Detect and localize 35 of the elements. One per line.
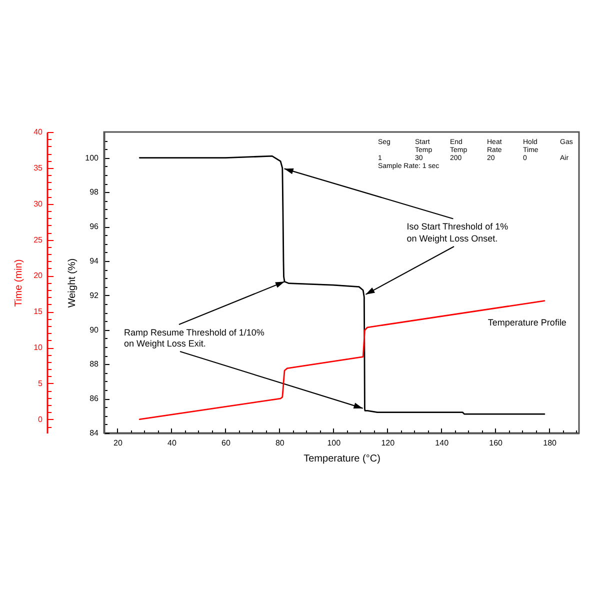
y2-tick-label: 10 — [34, 343, 44, 352]
x-axis-title: Temperature (°C) — [304, 454, 380, 464]
x-tick-label: 160 — [489, 438, 504, 448]
y-tick-label: 90 — [90, 325, 100, 334]
annotation: Iso Start Threshold of 1% — [406, 222, 508, 232]
y-axis-title: Weight (%) — [67, 258, 78, 308]
y-tick-label: 86 — [90, 394, 100, 404]
x-tick-label: 180 — [543, 438, 558, 448]
y-tick-label: 84 — [90, 428, 100, 438]
y2-tick-label: 40 — [34, 128, 44, 136]
y2-tick-label: 30 — [34, 199, 44, 208]
series-label: Temperature Profile — [488, 317, 566, 328]
annotation: on Weight Loss Exit. — [124, 338, 206, 348]
y2-tick-label: 5 — [38, 378, 44, 388]
annotation: on Weight Loss Onset. — [406, 233, 498, 244]
annotation: Ramp Resume Threshold of 1/10% — [124, 327, 264, 338]
y-tick-label: 98 — [90, 188, 100, 197]
y2-tick-label: 15 — [34, 307, 44, 316]
y2-tick-label: 25 — [34, 235, 44, 244]
x-tick-label: 120 — [381, 438, 396, 448]
y-tick-label: 94 — [90, 256, 100, 266]
y2-tick-label: 0 — [38, 414, 44, 424]
y-tick-label: 88 — [90, 360, 100, 369]
y-tick-label: 96 — [90, 222, 100, 232]
x-tick-label: 40 — [168, 438, 177, 448]
y2-tick-label: 20 — [34, 271, 44, 280]
y-tick-label: 100 — [85, 153, 100, 162]
y-tick-label: 92 — [90, 290, 100, 300]
y2-axis-title: Time (min) — [14, 259, 25, 307]
x-tick-label: 60 — [221, 438, 231, 448]
y2-tick-label: 35 — [34, 163, 44, 172]
x-tick-label: 20 — [114, 438, 123, 448]
x-tick-label: 140 — [435, 438, 450, 448]
x-tick-label: 80 — [275, 438, 285, 448]
x-tick-label: 100 — [327, 438, 342, 448]
